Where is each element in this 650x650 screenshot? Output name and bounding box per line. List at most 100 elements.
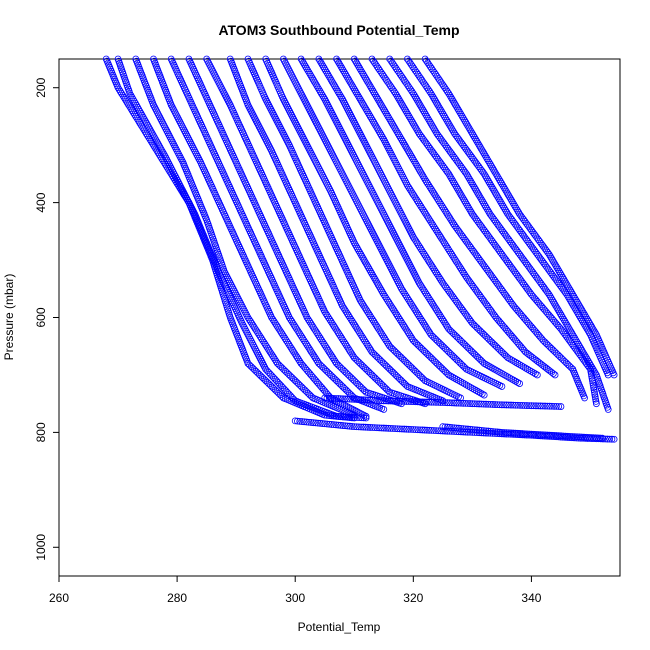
data-point <box>512 204 520 212</box>
data-point <box>389 304 396 312</box>
data-point <box>287 316 294 323</box>
data-point <box>132 113 140 120</box>
data-point <box>372 91 380 99</box>
data-point <box>553 304 561 312</box>
data-point <box>411 306 419 314</box>
data-point <box>567 287 574 295</box>
data-point <box>396 134 404 141</box>
data-point <box>363 340 371 348</box>
data-point <box>366 266 373 274</box>
data-point <box>315 333 323 341</box>
data-point <box>434 195 441 203</box>
data-point <box>575 434 583 442</box>
data-point <box>480 149 488 157</box>
data-point <box>449 252 457 260</box>
data-point <box>418 204 426 212</box>
data-point <box>526 366 533 374</box>
data-point <box>456 189 464 197</box>
data-point <box>150 133 158 141</box>
data-point <box>464 425 472 433</box>
data-point <box>547 294 555 302</box>
data-point <box>559 273 567 281</box>
data-point <box>370 273 378 281</box>
data-point <box>559 356 567 364</box>
data-point <box>387 302 395 310</box>
data-point <box>585 317 592 325</box>
data-point <box>586 319 594 327</box>
data-point <box>362 423 370 431</box>
data-point <box>462 425 469 433</box>
data-point <box>485 208 493 216</box>
data-point <box>312 356 320 364</box>
data-point <box>127 92 135 99</box>
data-point <box>456 264 464 272</box>
data-point <box>432 398 440 406</box>
data-point <box>371 396 379 404</box>
data-point <box>401 105 408 113</box>
data-point <box>407 333 415 341</box>
data-point <box>557 432 565 440</box>
data-point <box>534 431 542 438</box>
data-point <box>507 401 515 409</box>
data-point <box>564 361 572 368</box>
data-point <box>352 379 360 387</box>
data-point <box>361 304 369 312</box>
data-point <box>321 308 329 316</box>
data-point <box>509 429 517 437</box>
data-point <box>420 174 428 182</box>
data-points <box>102 55 618 443</box>
data-point <box>487 427 494 435</box>
data-point <box>478 390 486 398</box>
data-point <box>345 76 353 84</box>
data-point <box>512 377 520 385</box>
data-point <box>461 168 469 176</box>
data-point <box>429 264 437 272</box>
data-point <box>347 80 355 88</box>
data-point <box>437 427 444 435</box>
data-point <box>591 391 599 398</box>
data-point <box>244 314 252 321</box>
data-point <box>325 394 333 402</box>
data-point <box>308 74 316 82</box>
data-point <box>394 397 401 405</box>
data-point <box>568 289 576 297</box>
data-point <box>428 91 436 99</box>
data-point <box>559 314 567 321</box>
data-point <box>481 151 489 159</box>
data-point <box>551 348 559 356</box>
data-point <box>458 113 466 120</box>
data-point <box>303 418 310 426</box>
data-point <box>572 337 580 344</box>
data-point <box>413 162 421 170</box>
data-point <box>339 67 347 74</box>
data-point <box>445 90 453 97</box>
data-point <box>313 82 321 90</box>
data-point <box>280 333 288 341</box>
data-point <box>381 293 389 300</box>
data-point <box>372 321 380 329</box>
data-point <box>455 399 463 407</box>
y-tick-label: 200 <box>34 77 48 97</box>
data-point <box>306 346 314 354</box>
data-point <box>413 95 421 103</box>
data-point <box>514 429 522 437</box>
data-point <box>480 391 488 399</box>
data-point <box>472 136 480 143</box>
data-point <box>537 431 544 439</box>
data-point <box>306 70 314 78</box>
data-point <box>396 97 404 105</box>
data-point <box>424 114 432 122</box>
data-point <box>122 97 130 105</box>
data-point <box>383 111 391 118</box>
data-point <box>314 419 322 427</box>
data-point <box>463 201 471 208</box>
data-point <box>431 304 439 312</box>
data-point <box>157 145 165 153</box>
data-point <box>473 187 480 195</box>
data-point <box>532 430 540 438</box>
data-point <box>400 289 408 297</box>
data-point <box>147 127 155 135</box>
data-point <box>399 137 407 145</box>
data-point <box>502 372 510 380</box>
